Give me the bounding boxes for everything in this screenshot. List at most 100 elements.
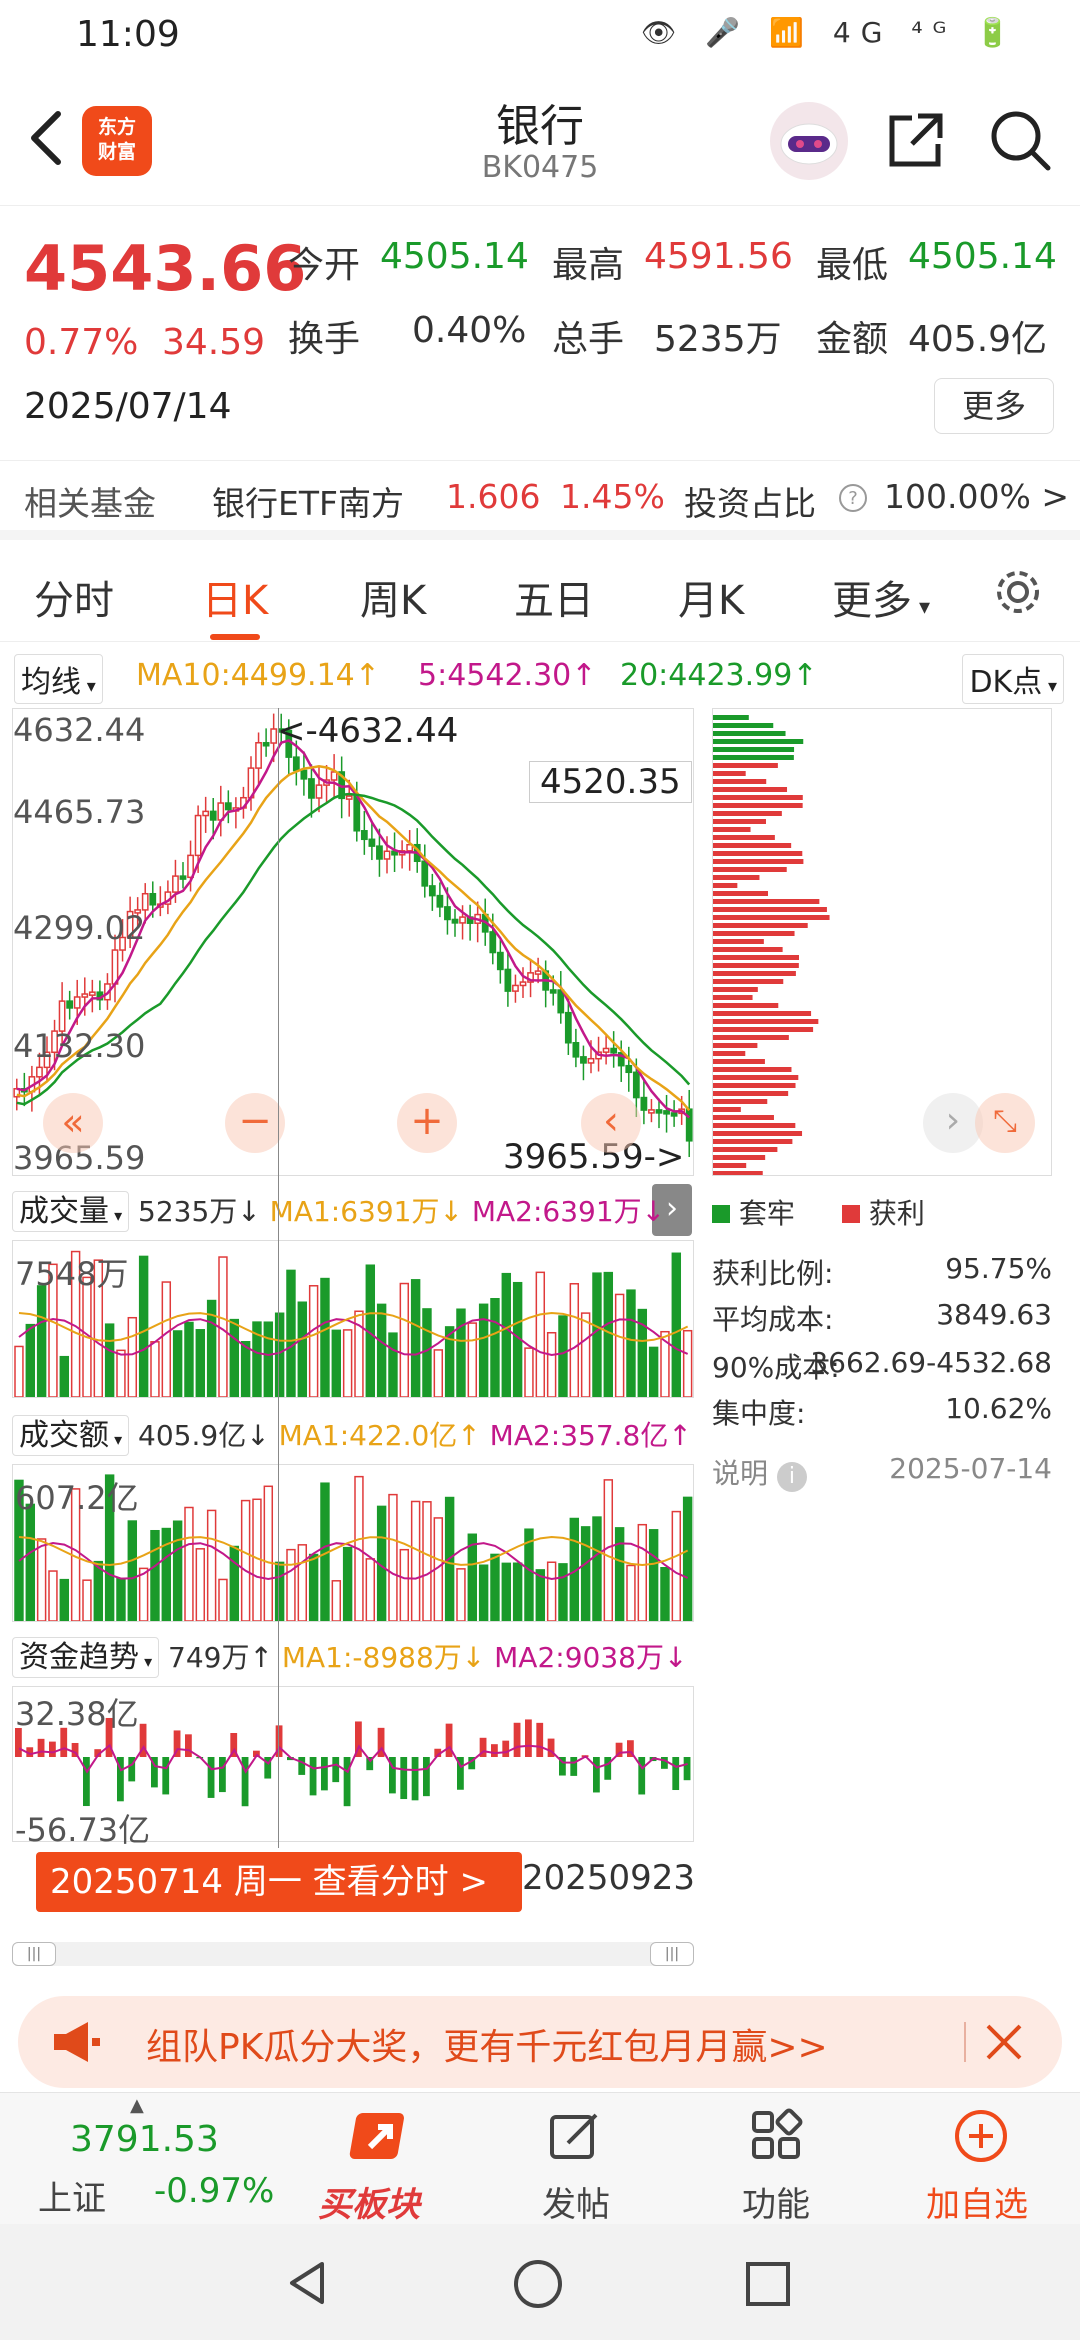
dk-point-selector[interactable]: DK点 ▾: [962, 654, 1064, 704]
close-icon[interactable]: [976, 2014, 1032, 2070]
volume-bar: [365, 1558, 376, 1621]
volume-selector[interactable]: 成交量 ▾: [12, 1191, 130, 1232]
note-link[interactable]: 说明 i: [712, 1452, 807, 1492]
chart-range-scrollbar[interactable]: ||| |||: [12, 1942, 694, 1966]
candle-body: [111, 949, 119, 985]
more-button[interactable]: 更多: [934, 378, 1054, 434]
ma-selector[interactable]: 均线 ▾: [14, 654, 103, 704]
index-ticker[interactable]: ▲ 3791.53 上证 -0.97%: [0, 2093, 290, 2225]
legend-swatch-green: [712, 1205, 730, 1223]
candle-body: [632, 1071, 640, 1099]
chip-bar: [713, 811, 782, 816]
legend-profit-label: 获利: [868, 1197, 925, 1230]
chip-bar: [713, 899, 820, 904]
amount-chart[interactable]: 607.2亿: [12, 1464, 694, 1622]
app-logo[interactable]: 东方 财富: [82, 106, 152, 176]
volume-chart[interactable]: 7548万: [12, 1240, 694, 1398]
post-button[interactable]: 发帖: [510, 2093, 640, 2225]
promo-banner[interactable]: 组队PK瓜分大奖，更有千元红包月月赢>>: [18, 1996, 1062, 2088]
search-icon[interactable]: [986, 106, 1054, 174]
amount-y-label: 607.2亿: [15, 1479, 139, 1517]
tab-more-label: 更多: [832, 578, 912, 624]
volume-bar: [297, 1301, 308, 1397]
capital-chart[interactable]: 32.38亿 -56.73亿: [12, 1686, 694, 1849]
ma2-line: [18, 1311, 689, 1343]
volume-bar: [637, 1523, 648, 1621]
ma5-line: [16, 739, 690, 1119]
chip-bar: [713, 891, 769, 896]
capital-bar: [423, 1757, 430, 1797]
nav-recents-icon[interactable]: [744, 2260, 792, 2308]
ai-robot-icon[interactable]: [770, 102, 848, 180]
range-handle-left[interactable]: |||: [12, 1942, 56, 1966]
chip-bar: [713, 763, 778, 768]
chip-bar: [713, 1011, 812, 1016]
date-tooltip[interactable]: 20250714 周一 查看分时 >: [36, 1852, 522, 1912]
related-fund-row[interactable]: 相关基金 银行ETF南方 1.606 1.45% 投资占比 ? 100.00% …: [0, 460, 1080, 540]
help-icon[interactable]: ?: [838, 483, 868, 513]
collapse-panel-button[interactable]: ›: [652, 1184, 692, 1236]
zoom-in-icon[interactable]: +: [397, 1093, 457, 1153]
volume-plot: [14, 1250, 693, 1397]
amount-selector-label: 成交额: [19, 1418, 109, 1453]
candle-body: [126, 910, 134, 939]
low-value: 4505.14: [908, 236, 1057, 277]
index-percent: -0.97%: [154, 2171, 275, 2211]
candle-body: [308, 778, 315, 799]
scroll-right-icon[interactable]: ‹: [581, 1093, 641, 1153]
candle-body: [224, 802, 232, 811]
amount-label: 金额: [816, 319, 889, 360]
capital-selector[interactable]: 资金趋势 ▾: [12, 1637, 160, 1678]
chip-bar: [713, 1059, 765, 1064]
capital-bar: [128, 1757, 136, 1782]
expand-icon[interactable]: ⤡: [975, 1093, 1035, 1153]
volume-bar: [626, 1564, 636, 1621]
kline-chart[interactable]: 4632.44 4465.73 4299.02 4132.30 3965.59 …: [12, 708, 694, 1177]
capital-bar: [411, 1757, 419, 1801]
volume-bar: [456, 1568, 466, 1621]
active-tab-indicator: [210, 634, 260, 640]
buy-sector-button[interactable]: 买板块: [306, 2093, 446, 2225]
gear-icon[interactable]: [990, 564, 1046, 620]
nav-home-icon[interactable]: [512, 2258, 564, 2310]
chip-bar: [713, 755, 794, 760]
share-icon[interactable]: [882, 106, 950, 174]
tab-five-day[interactable]: 五日: [514, 578, 594, 624]
profit-ratio-label: 获利比例:: [712, 1257, 834, 1290]
nav-back-icon[interactable]: [282, 2258, 332, 2308]
chip-distribution-chart[interactable]: › ⤡: [712, 708, 1052, 1176]
back-icon[interactable]: [22, 108, 72, 168]
tab-monthly-k[interactable]: 月K: [678, 578, 745, 624]
sector-code: BK0475: [481, 150, 599, 185]
chevron-right-icon[interactable]: ›: [923, 1093, 983, 1153]
tab-intraday[interactable]: 分时: [34, 578, 114, 624]
chip-bar: [713, 1083, 796, 1088]
volume-ma2: MA2:6391万↓: [471, 1195, 666, 1228]
tab-weekly-k[interactable]: 周K: [360, 578, 427, 624]
caret-down-icon: ▾: [81, 676, 96, 697]
cost90-label: 90%成本:: [712, 1351, 840, 1384]
ma-selector-label: 均线: [21, 665, 81, 700]
volume-selector-label: 成交量: [19, 1194, 109, 1229]
volume-bar: [490, 1553, 500, 1621]
volume-value: 5235万: [654, 319, 782, 360]
zoom-out-icon[interactable]: −: [225, 1093, 285, 1153]
scroll-left-icon[interactable]: «: [43, 1093, 103, 1153]
tab-daily-k[interactable]: 日K: [202, 578, 269, 624]
range-handle-right[interactable]: |||: [650, 1942, 694, 1966]
candle-body: [209, 810, 217, 821]
volume-bar: [308, 1285, 319, 1397]
chip-bar: [713, 979, 784, 984]
function-button[interactable]: 功能: [712, 2093, 842, 2225]
amount-selector[interactable]: 成交额 ▾: [12, 1415, 130, 1456]
volume-bar: [648, 1346, 659, 1397]
dk-label: DK点: [969, 665, 1043, 700]
capital-bar: [26, 1747, 34, 1757]
chip-bar: [713, 787, 788, 792]
tab-more[interactable]: 更多 ▾: [832, 568, 930, 626]
volume-bar: [240, 1341, 251, 1397]
capital-y-bottom: -56.73亿: [15, 1811, 151, 1849]
note-label: 说明: [712, 1457, 769, 1490]
capital-bar: [638, 1757, 646, 1795]
add-watchlist-button[interactable]: 加自选: [906, 2093, 1056, 2225]
